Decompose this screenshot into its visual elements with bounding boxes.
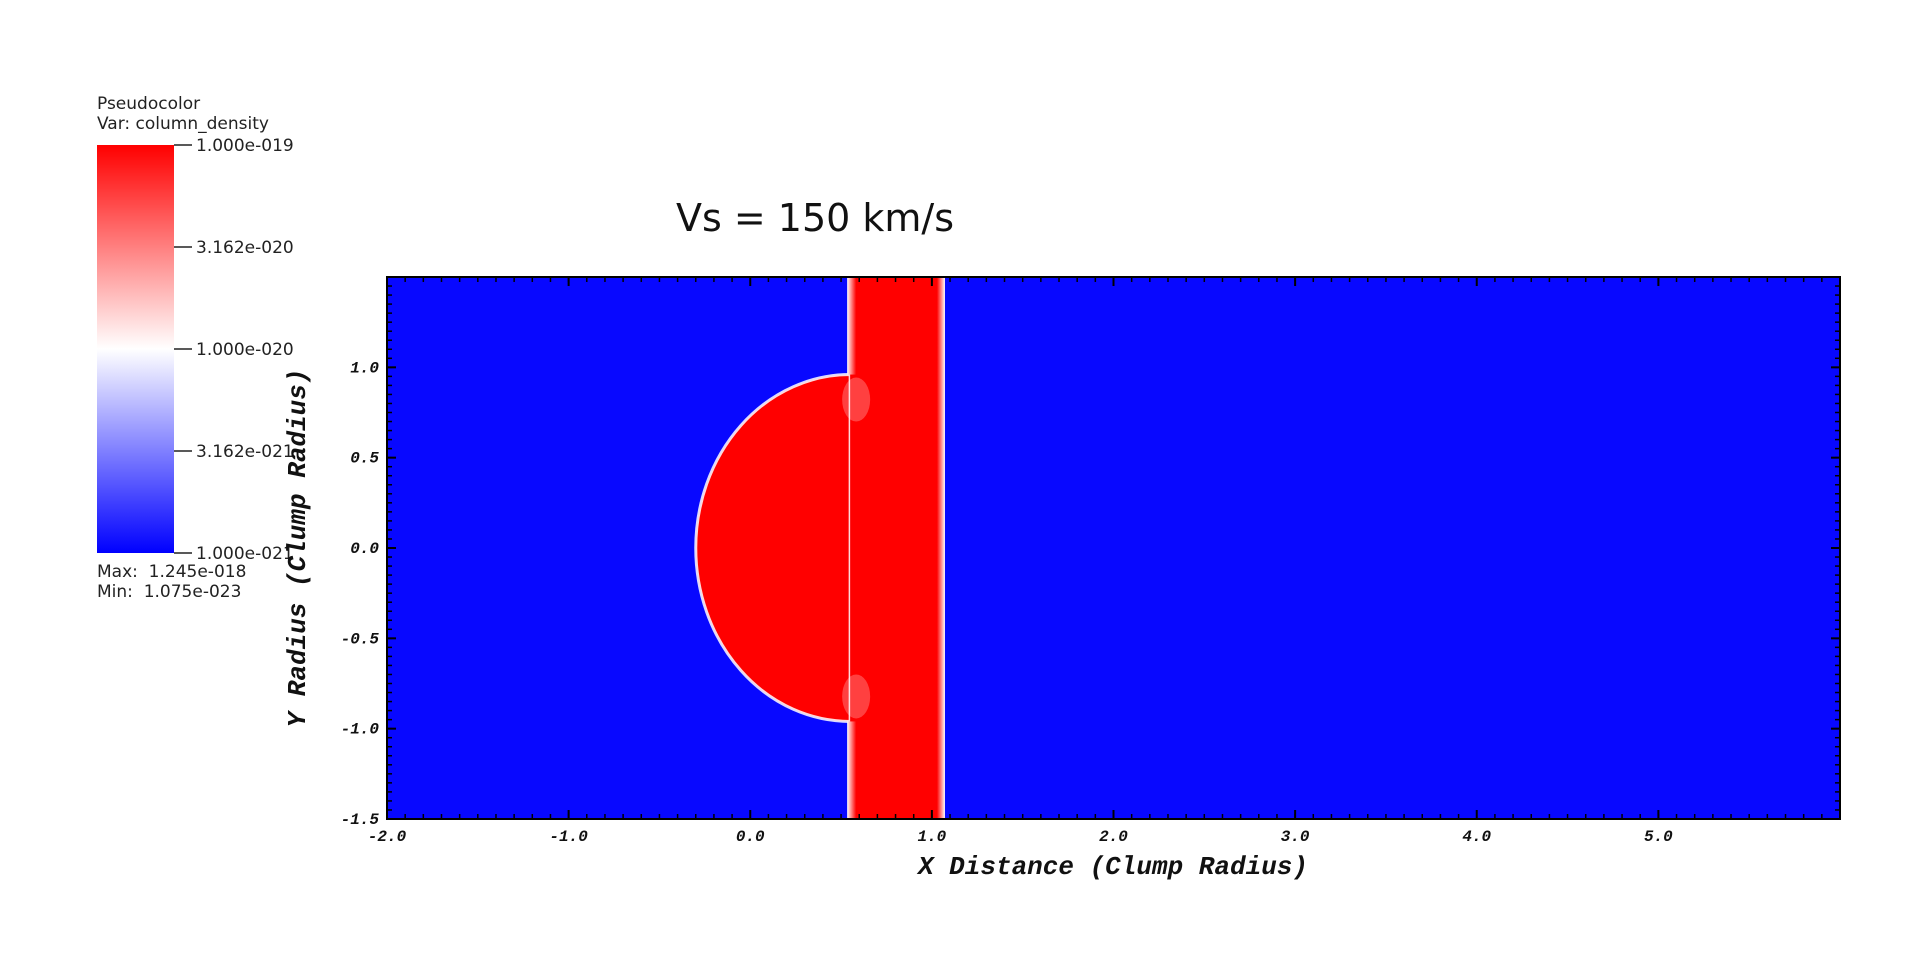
lower-vortex [842, 674, 871, 719]
colorbar-tick-label: 1.000e-021 [196, 544, 294, 564]
x-tick-label: 2.0 [1099, 828, 1128, 846]
legend-variable: Var: column_density [97, 114, 269, 134]
x-tick-label: 0.0 [736, 828, 765, 846]
x-tick-label: 4.0 [1462, 828, 1491, 846]
x-tick-label: -2.0 [368, 828, 407, 846]
x-axis-label: X Distance (Clump Radius) [916, 852, 1308, 882]
y-axis-label: Y Radius (Clump Radius) [283, 369, 313, 728]
y-tick-label: 0.5 [350, 450, 379, 468]
shock-slab-edge-lower [847, 721, 857, 819]
colorbar-tick-label: 3.162e-021 [196, 442, 294, 462]
x-tick-label: 5.0 [1644, 828, 1673, 846]
y-tick-label: 1.0 [350, 359, 379, 377]
colorbar: 1.000e-019 3.162e-020 1.000e-020 3.162e-021… [97, 136, 294, 564]
colorbar-tick-label: 1.000e-019 [196, 136, 294, 156]
legend-min: Min: 1.075e-023 [97, 582, 242, 602]
shock-front-edge [936, 277, 945, 819]
y-tick-label: -1.0 [341, 721, 380, 739]
legend-max: Max: 1.245e-018 [97, 562, 247, 582]
x-tick-label: 3.0 [1281, 828, 1310, 846]
x-tick-label: -1.0 [549, 828, 588, 846]
colorbar-tick-label: 3.162e-020 [196, 238, 294, 258]
colorbar-gradient [97, 145, 174, 553]
clump-region [694, 373, 852, 723]
heatmap-background [387, 277, 1840, 819]
y-tick-label: -1.5 [341, 811, 380, 829]
colorbar-legend: Pseudocolor Var: column_density 1.000e-0… [0, 0, 340, 620]
shock-slab [850, 277, 941, 819]
x-tick-label: 1.0 [917, 828, 946, 846]
chart-title: Vs = 150 km/s [676, 196, 955, 240]
upper-vortex [842, 377, 871, 422]
y-tick-label: 0.0 [350, 540, 379, 558]
y-tick-label: -0.5 [341, 630, 380, 648]
shock-slab-edge-upper [847, 277, 857, 375]
legend-heading: Pseudocolor [97, 94, 201, 114]
colorbar-tick-label: 1.000e-020 [196, 340, 294, 360]
